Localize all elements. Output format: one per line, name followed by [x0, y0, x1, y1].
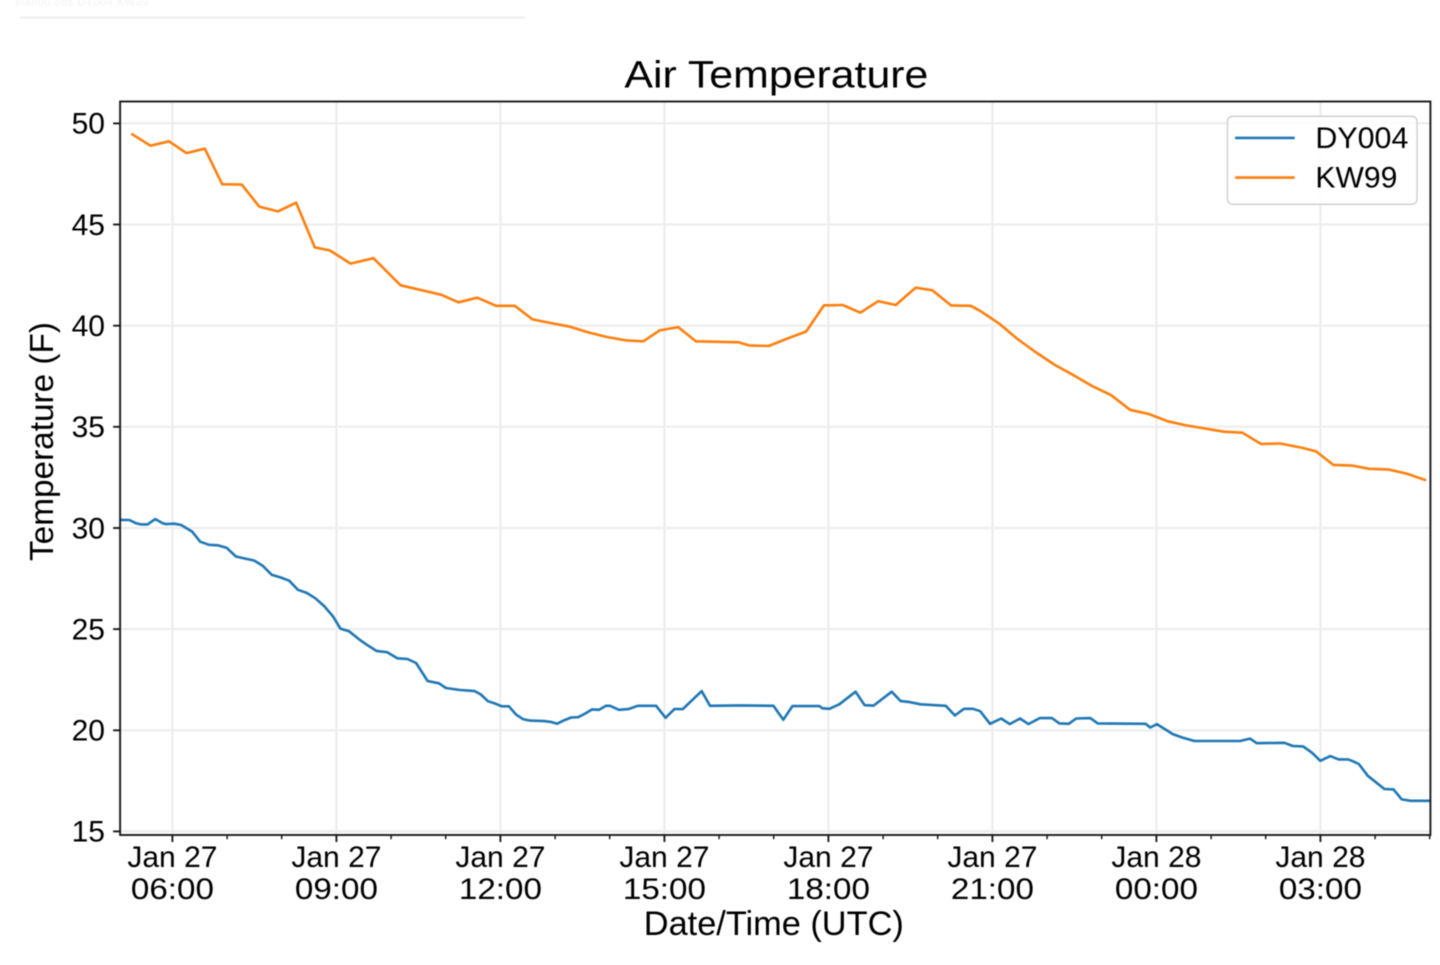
svg-text:15: 15: [72, 816, 105, 849]
svg-text:35: 35: [72, 411, 105, 444]
svg-text:15:00: 15:00: [623, 873, 706, 906]
svg-text:21:00: 21:00: [951, 873, 1034, 906]
svg-text:DY004: DY004: [1315, 122, 1408, 155]
svg-text:00:00: 00:00: [1115, 873, 1198, 906]
svg-text:station obs DY004 KW99: station obs DY004 KW99: [15, 0, 149, 9]
svg-text:20: 20: [72, 715, 105, 748]
svg-text:06:00: 06:00: [131, 873, 214, 906]
svg-text:Jan 28: Jan 28: [1111, 841, 1201, 874]
svg-text:Jan 27: Jan 27: [947, 841, 1037, 874]
svg-text:40: 40: [72, 310, 105, 343]
svg-text:Date/Time (UTC): Date/Time (UTC): [644, 905, 904, 943]
svg-text:KW99: KW99: [1315, 162, 1397, 195]
svg-text:50: 50: [72, 108, 105, 141]
svg-text:12:00: 12:00: [459, 873, 542, 906]
svg-text:Temperature (F): Temperature (F): [24, 322, 61, 561]
svg-text:Air Temperature: Air Temperature: [624, 55, 928, 97]
svg-text:03:00: 03:00: [1279, 873, 1362, 906]
svg-text:09:00: 09:00: [295, 873, 378, 906]
svg-text:45: 45: [72, 209, 105, 242]
svg-text:Jan 27: Jan 27: [619, 841, 709, 874]
svg-text:Jan 27: Jan 27: [455, 841, 545, 874]
svg-text:18:00: 18:00: [787, 873, 870, 906]
svg-text:Jan 27: Jan 27: [783, 841, 873, 874]
svg-text:Jan 28: Jan 28: [1275, 841, 1365, 874]
svg-text:25: 25: [72, 613, 105, 646]
svg-text:Jan 27: Jan 27: [127, 841, 217, 874]
svg-text:30: 30: [72, 512, 105, 545]
svg-text:Jan 27: Jan 27: [291, 841, 381, 874]
